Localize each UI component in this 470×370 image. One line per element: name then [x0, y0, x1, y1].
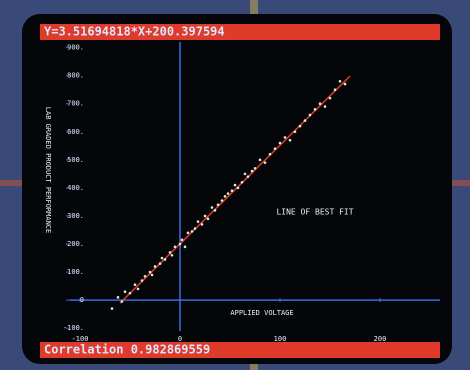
data-point	[279, 142, 282, 145]
data-point	[254, 167, 257, 170]
data-point	[269, 153, 272, 156]
x-tick-label: 0	[178, 335, 182, 343]
data-point	[231, 189, 234, 192]
data-point	[241, 181, 244, 184]
data-point	[237, 187, 240, 190]
data-point	[137, 288, 140, 291]
data-point	[129, 292, 132, 295]
data-point	[227, 192, 230, 195]
data-point	[251, 170, 254, 173]
data-point	[274, 147, 277, 150]
data-point	[154, 265, 157, 268]
data-point	[259, 159, 262, 162]
screen-photo: Y=3.51694818*X+200.397594 Correlation 0.…	[0, 0, 470, 370]
x-tick-label: -100	[72, 335, 89, 343]
data-point	[289, 139, 292, 142]
data-point	[161, 257, 164, 260]
x-axis-label: APPLIED VOLTAGE	[230, 309, 293, 317]
data-point	[324, 105, 327, 108]
data-point	[264, 161, 267, 164]
data-point	[121, 300, 124, 303]
data-point	[221, 199, 224, 202]
data-point	[134, 283, 137, 286]
correlation: Correlation 0.982869559	[44, 343, 210, 357]
data-point	[234, 184, 237, 187]
data-point	[117, 296, 120, 299]
annotation: LINE OF BEST FIT	[276, 208, 353, 217]
data-point	[164, 258, 167, 261]
equation: Y=3.51694818*X+200.397594	[44, 25, 225, 39]
data-point	[144, 275, 147, 278]
data-point	[187, 231, 190, 234]
data-point	[159, 262, 162, 265]
data-point	[194, 227, 197, 230]
data-point	[184, 246, 187, 249]
data-point	[201, 223, 204, 226]
data-point	[181, 239, 184, 242]
data-point	[309, 114, 312, 117]
data-point	[247, 175, 250, 178]
data-point	[124, 290, 127, 293]
data-point	[329, 97, 332, 100]
data-point	[169, 251, 172, 254]
data-point	[149, 271, 152, 274]
data-point	[344, 83, 347, 86]
data-point	[214, 209, 217, 212]
x-tick-label: 200	[374, 335, 387, 343]
data-point	[284, 136, 287, 139]
data-point	[191, 230, 194, 233]
data-point	[151, 274, 154, 277]
data-point	[304, 119, 307, 122]
data-point	[207, 217, 210, 220]
data-point	[141, 279, 144, 282]
data-point	[299, 125, 302, 128]
data-point	[334, 88, 337, 91]
data-point	[211, 206, 214, 209]
data-point	[197, 220, 200, 223]
y-axis-label: LAB GRADED PRODUCT PERFORMANCE	[44, 107, 52, 233]
data-point	[294, 130, 297, 133]
data-point	[204, 215, 207, 218]
data-point	[171, 254, 174, 257]
data-point	[217, 203, 220, 206]
data-point	[224, 195, 227, 198]
x-tick-label: 100	[274, 335, 287, 343]
data-point	[179, 243, 182, 246]
data-point	[111, 307, 114, 310]
data-point	[339, 80, 342, 83]
data-point	[314, 108, 317, 111]
data-point	[244, 173, 247, 176]
data-point	[174, 246, 177, 249]
data-point	[319, 102, 322, 105]
